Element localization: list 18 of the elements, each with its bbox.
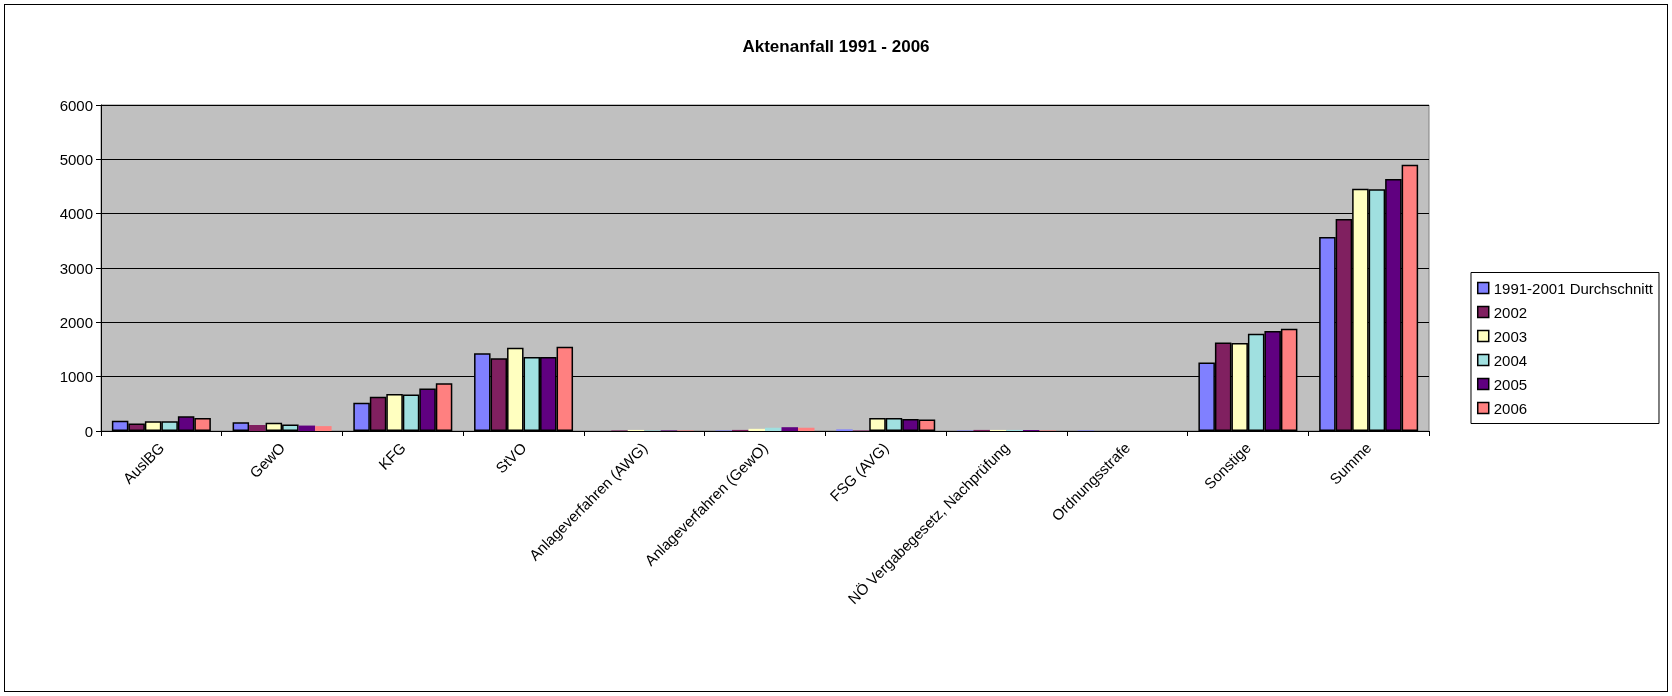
y-tick-label: 4000 — [59, 205, 93, 223]
y-tick-label: 3000 — [59, 259, 93, 277]
y-tick-label: 1000 — [59, 368, 93, 386]
bar — [315, 426, 332, 431]
bar — [249, 425, 266, 431]
y-tick-label: 6000 — [59, 96, 93, 114]
legend-label: 2006 — [1493, 399, 1528, 417]
y-tick-label: 5000 — [59, 150, 93, 168]
bar — [781, 427, 798, 431]
legend-label: 2004 — [1493, 351, 1528, 369]
legend-label: 2003 — [1493, 327, 1528, 345]
chart-title: Aktenanfall 1991 - 2006 — [742, 37, 930, 56]
bar — [232, 422, 250, 431]
legend-label: 2005 — [1493, 375, 1528, 393]
y-tick-label: 2000 — [59, 313, 93, 331]
legend-label: 1991-2001 Durchschnitt — [1493, 279, 1654, 297]
y-tick-label: 0 — [84, 422, 93, 440]
legend-label: 2002 — [1493, 303, 1528, 321]
